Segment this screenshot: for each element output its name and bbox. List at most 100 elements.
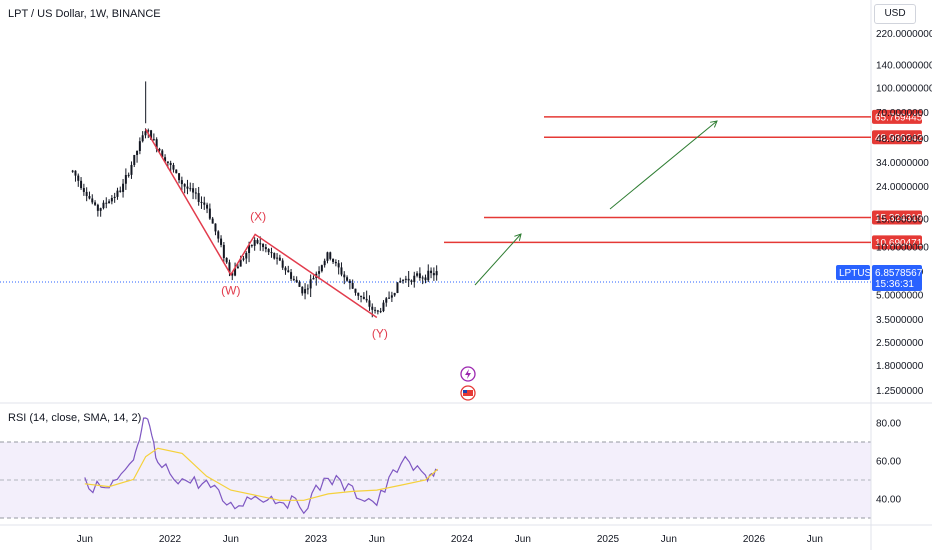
candle-body: [144, 131, 147, 136]
price-axis-tick: 48.0000000: [876, 134, 929, 145]
wave-polyline[interactable]: [145, 128, 378, 319]
candle-body: [413, 275, 416, 283]
price-axis-tick: 70.0000000: [876, 108, 929, 119]
level-price-label: 15.3243193: [875, 213, 928, 224]
current-price-tag[interactable]: [872, 265, 922, 292]
candle-body: [166, 161, 169, 163]
projection-arrow-long[interactable]: [609, 120, 718, 210]
candle-body: [256, 240, 259, 244]
candle-body: [337, 263, 340, 268]
candle-body: [407, 278, 410, 281]
candle-body: [435, 271, 438, 276]
levels-group: 65.7694453 48.9862422 15.3243193 10.6904711: [444, 109, 928, 250]
candle-body: [172, 165, 175, 170]
candle-body: [122, 183, 125, 192]
candle-body: [379, 311, 382, 313]
candle-body: [393, 292, 396, 296]
level-price-tag: [872, 130, 922, 145]
candle-body: [354, 288, 357, 293]
candle-body: [206, 204, 209, 209]
level-price-tag: [872, 109, 922, 124]
candle-body: [267, 249, 270, 253]
candle-body: [141, 135, 144, 142]
candle-body: [99, 208, 102, 211]
time-axis-tick: Jun: [515, 534, 531, 545]
candle-body: [220, 238, 223, 245]
symbol-tag[interactable]: [836, 265, 870, 281]
candle-body: [180, 180, 183, 185]
candle-body: [85, 191, 88, 197]
projection-arrow-short-head: [514, 233, 522, 241]
rsi-ma-line[interactable]: [84, 447, 439, 501]
candle-body: [421, 277, 424, 279]
price-axis-tick: 140.0000000: [876, 60, 932, 71]
candle-body: [217, 231, 220, 239]
candle-body: [82, 188, 85, 192]
candle-body: [74, 170, 77, 176]
price-axis-tick: 24.0000000: [876, 182, 929, 193]
lightning-icon-glyph: [465, 369, 471, 379]
candle-body: [102, 202, 105, 209]
candle-body: [287, 270, 290, 273]
candle-body: [236, 266, 239, 269]
time-axis-tick: 2025: [597, 534, 620, 545]
price-axis-tick: 10.0000000: [876, 243, 929, 254]
candle-body: [290, 272, 293, 279]
candle-body: [332, 258, 335, 262]
candle-body: [281, 260, 284, 268]
candle-body: [292, 278, 295, 280]
candle-body: [88, 196, 91, 199]
candle-body: [270, 252, 273, 254]
candle-body: [119, 190, 122, 192]
candle-body: [284, 267, 287, 271]
candle-body: [116, 190, 119, 197]
rsi-group: [84, 417, 439, 515]
candle-body: [382, 302, 385, 312]
price-axis-tick: 34.0000000: [876, 158, 929, 169]
rsi-title: RSI (14, close, SMA, 14, 2): [8, 412, 142, 424]
current-price-label: 6.8578567: [875, 268, 923, 279]
candle-body: [231, 272, 234, 276]
candle-body: [264, 247, 267, 250]
chart-title: LPT / US Dollar, 1W, BINANCE: [8, 8, 161, 20]
wave-label: (W): [221, 284, 240, 298]
time-axis-tick: Jun: [223, 534, 239, 545]
projection-arrow-short[interactable]: [474, 233, 522, 286]
candle-body: [376, 310, 379, 312]
candle-body: [301, 286, 304, 294]
candle-body: [234, 268, 237, 276]
candle-body: [323, 260, 326, 266]
price-axis-tick: 1.8000000: [876, 361, 924, 372]
candle-body: [374, 309, 377, 311]
candle-body: [211, 218, 214, 224]
candle-body: [164, 157, 167, 162]
time-axis-tick: 2024: [451, 534, 474, 545]
price-axis-tick: 15.0000000: [876, 215, 929, 226]
rsi-line[interactable]: [84, 417, 438, 515]
candle-body: [273, 253, 276, 259]
candle-body: [208, 208, 211, 219]
candle-body: [127, 174, 130, 176]
candle-body: [416, 273, 419, 276]
wave-label: (Y): [372, 327, 388, 341]
candle-body: [360, 295, 363, 297]
candle-body: [71, 170, 74, 172]
axes-group: 220.0000000 140.0000000 100.0000000 70.0000…: [77, 29, 932, 545]
candle-body: [418, 273, 421, 279]
drawings-group: (W) (X) (Y): [145, 120, 718, 401]
candle-body: [298, 282, 301, 287]
candle-body: [427, 270, 430, 281]
flag-icon-glyph: [463, 390, 473, 396]
candle-body: [253, 240, 256, 246]
candle-body: [304, 289, 307, 294]
price-axis-tick: 100.0000000: [876, 84, 932, 95]
candle-body: [161, 150, 164, 158]
price-axis-tick: 2.5000000: [876, 338, 924, 349]
candle-body: [320, 265, 323, 272]
rsi-axis-tick: 40.00: [876, 495, 901, 506]
currency-button[interactable]: USD: [874, 4, 916, 24]
candle-body: [214, 223, 217, 232]
level-price-tag: [872, 235, 922, 250]
